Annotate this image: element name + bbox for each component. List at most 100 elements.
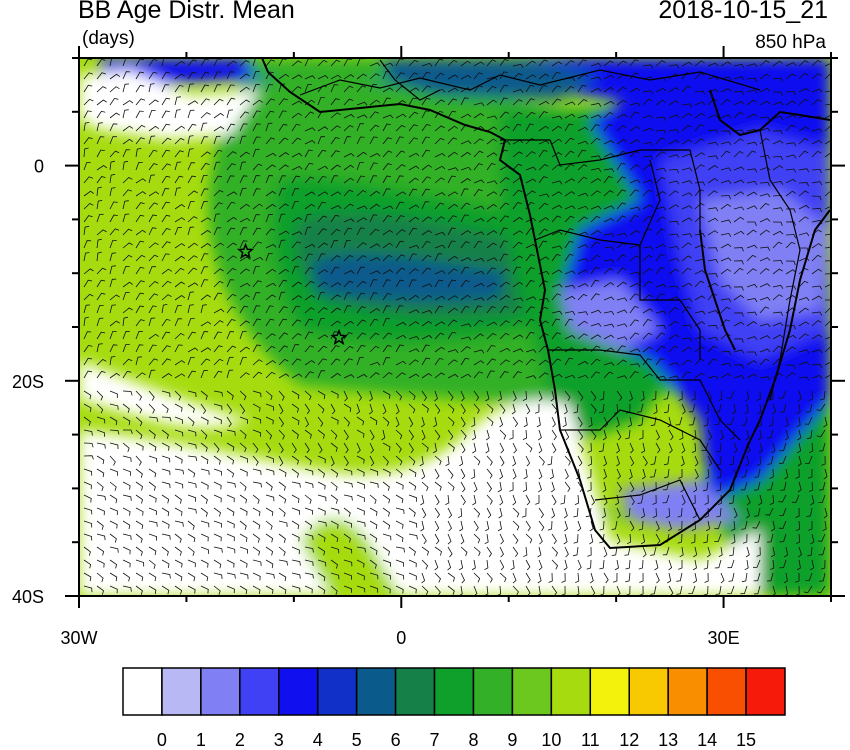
wind-barb — [252, 416, 262, 424]
wind-barb — [720, 88, 732, 93]
wind-barb — [252, 280, 262, 288]
wind-barb — [83, 252, 90, 262]
wind-barb — [317, 345, 328, 353]
wind-barb — [772, 165, 784, 171]
wind-barb — [434, 192, 446, 197]
wind-barb — [707, 259, 719, 264]
wind-barb — [200, 442, 208, 452]
wind-barb — [796, 559, 801, 571]
wind-barb — [447, 520, 452, 532]
wind-barb — [291, 559, 301, 566]
wind-barb — [499, 572, 507, 583]
wind-barb — [343, 546, 353, 554]
wind-barb — [512, 255, 523, 262]
wind-barb — [824, 220, 831, 223]
wind-barb — [460, 87, 472, 93]
wind-barb — [757, 429, 762, 441]
wind-barb — [784, 546, 789, 558]
wind-barb — [733, 442, 738, 454]
wind-barb — [187, 304, 194, 314]
wind-barb — [707, 190, 718, 197]
wind-barb — [252, 148, 260, 158]
wind-barb — [716, 455, 722, 466]
wind-barb — [434, 455, 442, 466]
wind-barb — [668, 429, 674, 441]
wind-barb — [226, 319, 236, 327]
wind-barb — [304, 84, 312, 93]
wind-barb — [795, 468, 800, 479]
wind-barb — [733, 111, 744, 119]
wind-barb — [109, 150, 120, 158]
wind-barb — [486, 126, 498, 132]
wind-barb — [434, 231, 446, 236]
wind-barb — [486, 455, 493, 466]
wind-barb — [603, 494, 608, 506]
wind-barb — [122, 494, 132, 501]
wind-barb — [239, 331, 247, 340]
wind-barb — [447, 507, 453, 519]
wind-barb — [668, 334, 680, 340]
wind-barb — [460, 202, 471, 210]
wind-barb — [499, 371, 509, 379]
wind-barb — [811, 375, 823, 379]
wind-barb — [317, 136, 326, 145]
wind-barb — [512, 390, 517, 402]
wind-barb — [213, 71, 222, 80]
wind-barb — [369, 481, 379, 488]
wind-barb — [317, 370, 326, 379]
wind-barb — [161, 123, 171, 132]
wind-barb — [369, 546, 378, 555]
wind-barb — [200, 559, 209, 568]
wind-barb — [226, 507, 235, 517]
wind-barb — [707, 358, 718, 366]
wind-barb — [690, 533, 696, 544]
wind-barb — [447, 468, 454, 479]
wind-barb — [590, 205, 602, 210]
wind-barb — [668, 307, 679, 314]
wind-barb — [668, 375, 680, 380]
wind-barb — [421, 429, 426, 441]
wind-barb — [304, 111, 315, 119]
wind-barb — [304, 140, 316, 145]
wind-barb — [655, 167, 667, 172]
wind-barb — [291, 403, 299, 413]
wind-barb — [602, 429, 607, 441]
wind-barb — [161, 201, 171, 210]
wind-barb — [434, 270, 446, 275]
colorbar-swatch — [239, 667, 280, 716]
wind-barb — [83, 442, 94, 448]
wind-barb — [733, 286, 744, 291]
wind-barb — [720, 99, 731, 106]
wind-barb — [564, 468, 569, 480]
wind-barb — [702, 481, 709, 492]
wind-barb — [317, 468, 325, 478]
wind-barb — [642, 546, 647, 558]
wind-barb — [122, 109, 129, 119]
wind-barb — [239, 494, 248, 504]
wind-barb — [805, 403, 813, 413]
wind-barb — [668, 257, 680, 262]
wind-barb — [720, 61, 732, 67]
wind-barb — [538, 84, 548, 93]
wind-barb — [746, 494, 751, 506]
wind-barb — [213, 390, 223, 397]
wind-barb — [460, 280, 470, 288]
wind-barb — [551, 61, 563, 67]
wind-barb — [798, 126, 810, 132]
wind-barb — [317, 520, 327, 527]
wind-barb — [135, 546, 143, 556]
wind-barb — [653, 403, 658, 415]
wind-barb — [135, 559, 145, 567]
wind-barb — [343, 218, 355, 223]
wind-barb — [746, 141, 758, 146]
wind-barb — [109, 455, 116, 466]
wind-barb — [729, 494, 735, 505]
wind-barb — [265, 585, 274, 594]
wind-barb — [291, 175, 301, 184]
wind-barb — [703, 585, 709, 596]
wind-barb — [746, 205, 758, 210]
wind-barb — [382, 137, 392, 145]
wind-barb — [343, 164, 355, 171]
wind-barb — [174, 187, 181, 197]
wind-barb — [421, 149, 431, 158]
